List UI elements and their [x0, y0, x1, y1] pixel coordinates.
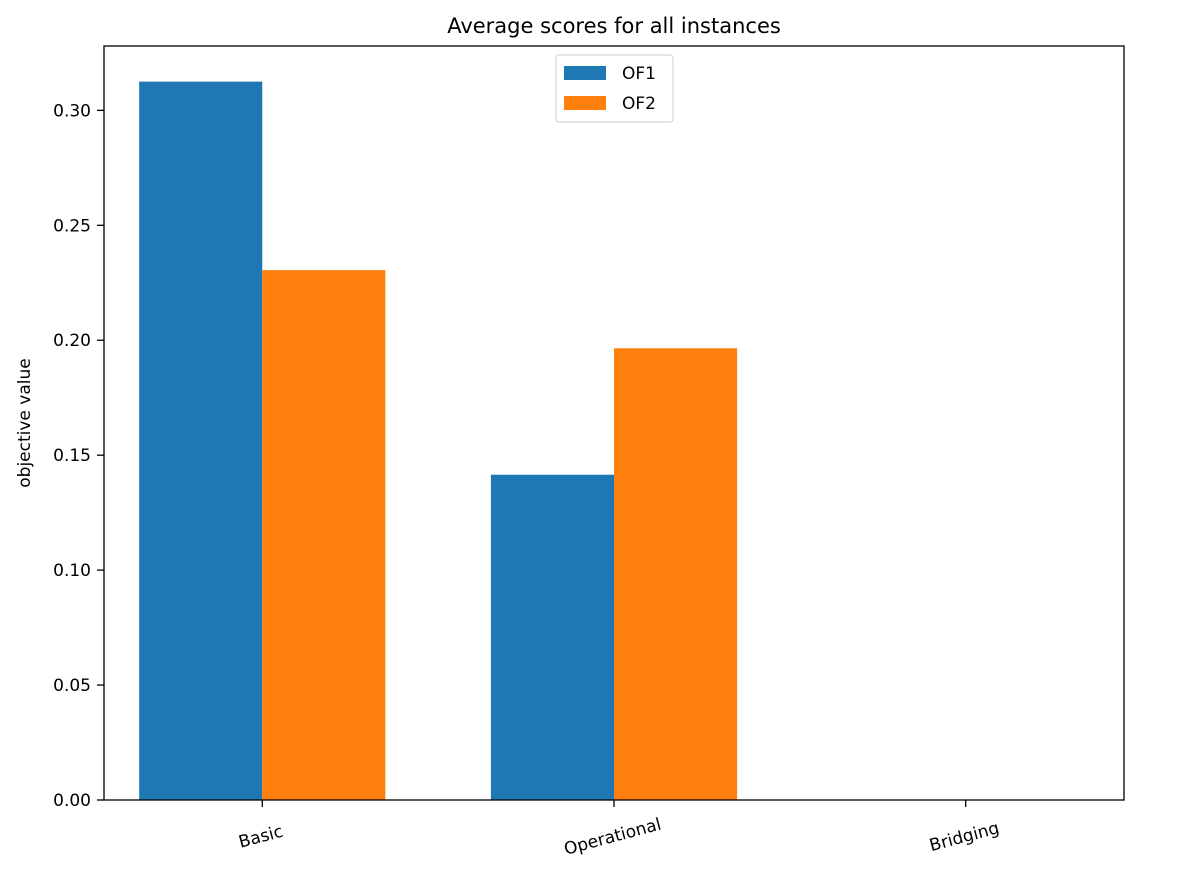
x-tick-label-basic: Basic — [237, 822, 286, 853]
y-axis-label: objective value — [15, 358, 35, 487]
legend-label-of1: OF1 — [622, 64, 656, 84]
y-axis-ticks: 0.00 0.05 0.10 0.15 0.20 0.25 0.30 — [53, 101, 104, 811]
y-tick-label: 0.20 — [53, 331, 91, 351]
bar-of1-operational — [490, 474, 614, 800]
legend-label-of2: OF2 — [622, 94, 656, 114]
y-tick-label: 0.15 — [53, 446, 91, 466]
x-axis-ticks: Basic Operational Bridging — [237, 800, 1001, 860]
bars-layer — [139, 81, 738, 800]
y-tick-label: 0.30 — [53, 101, 91, 121]
y-tick-label: 0.25 — [53, 216, 91, 236]
legend-swatch-of2 — [564, 96, 606, 110]
bar-of2-operational — [614, 348, 738, 800]
y-tick-label: 0.10 — [53, 561, 91, 581]
chart-title: Average scores for all instances — [447, 14, 781, 38]
x-tick-label-operational: Operational — [562, 815, 664, 860]
legend: OF1 OF2 — [555, 54, 674, 123]
bar-of2-basic — [262, 270, 386, 800]
bar-of1-basic — [139, 81, 263, 800]
y-tick-label: 0.05 — [53, 676, 91, 696]
y-tick-label: 0.00 — [53, 791, 91, 811]
legend-swatch-of1 — [564, 66, 606, 80]
x-tick-label-bridging: Bridging — [927, 818, 1001, 856]
